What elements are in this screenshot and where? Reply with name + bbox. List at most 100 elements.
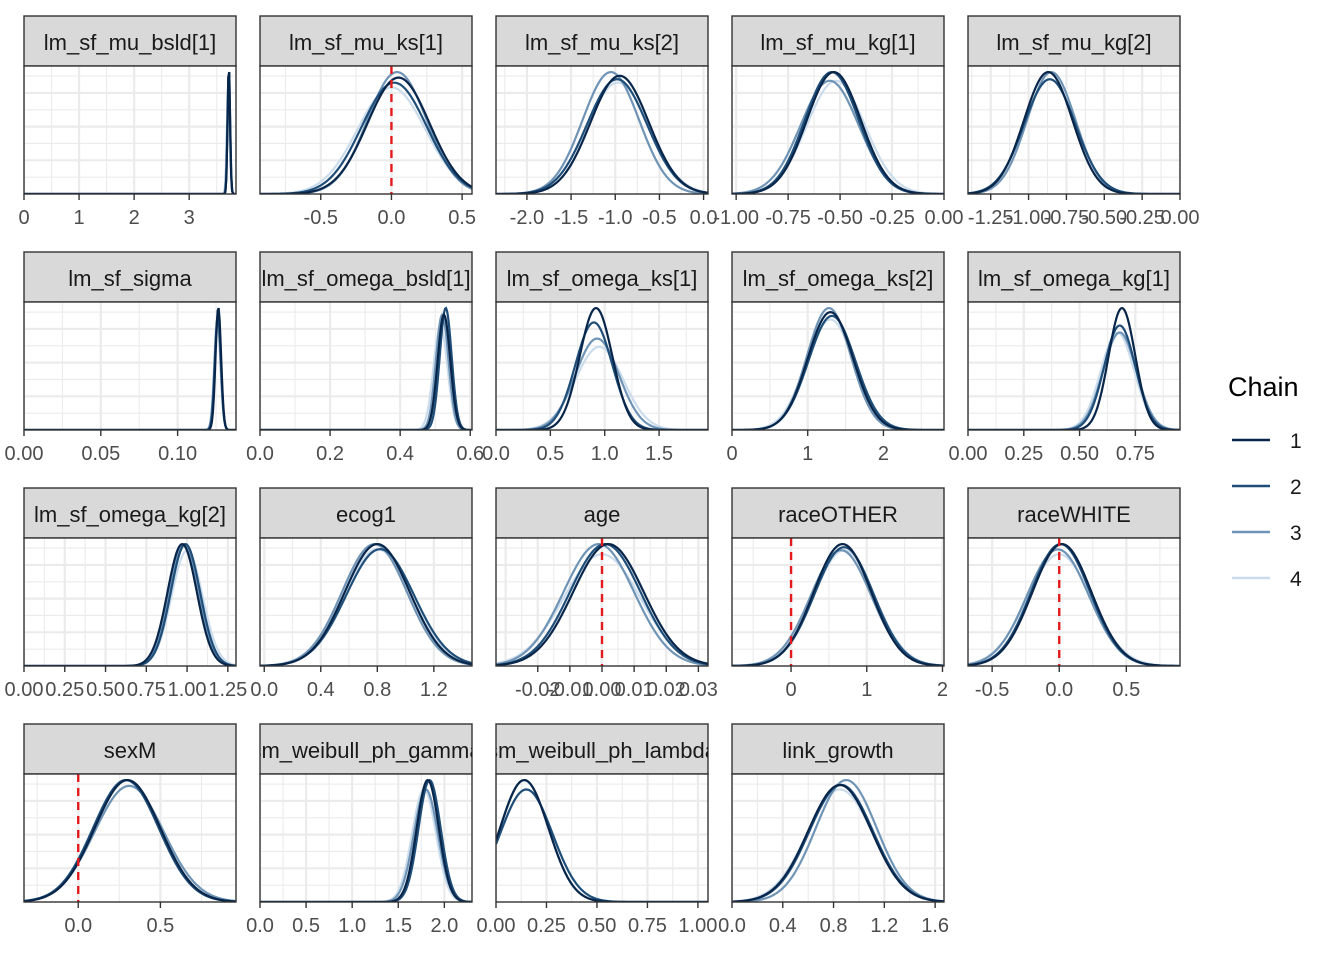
x-tick-label: 2	[129, 207, 140, 229]
x-tick-label: 0.5	[146, 915, 174, 937]
x-tick-label: -1.0	[598, 207, 632, 229]
facet-panel: lm_sf_mu_ks[1] -0.5 0.0 0.5	[259, 15, 476, 229]
x-tick-label: 0.0	[378, 207, 406, 229]
facet-panel: raceOTHER 0 1 2	[731, 487, 948, 701]
facet-panel: lm_sf_omega_kg[2] 0.00 0.25 0.50 0.75 1.00 1.2…	[5, 487, 247, 701]
panel-border	[495, 65, 709, 195]
facet-strip	[731, 723, 945, 775]
panel-background	[24, 302, 236, 430]
x-tick-label: 0.50	[86, 679, 125, 701]
facet-panel: lm_sf_mu_kg[2] -1.25-1.00-0.75-0.50-0.250…	[967, 15, 1200, 229]
x-tick-label: -2.0	[510, 207, 544, 229]
x-tick-label: 0.5	[1112, 679, 1140, 701]
panel-border	[259, 537, 473, 667]
panel-border	[967, 301, 1181, 431]
x-tick-label: 1.0	[338, 915, 366, 937]
facet-strip	[495, 487, 709, 539]
panel-background	[968, 302, 1180, 430]
facet-panel: raceWHITE -0.5 0.0 0.5	[967, 487, 1181, 701]
x-tick-label: 2	[937, 679, 948, 701]
x-tick-label: 0.00	[5, 679, 44, 701]
panel-border	[495, 301, 709, 431]
x-tick-label: 1.5	[645, 443, 673, 465]
x-tick-label: 1	[74, 207, 85, 229]
facet-strip-label: lm_sf_mu_bsld[1]	[44, 30, 216, 55]
facet-strip	[967, 251, 1181, 303]
density-curve-chain-3	[260, 788, 472, 902]
facet-strip-label: raceWHITE	[1017, 502, 1131, 527]
x-tick-label: 1.2	[870, 915, 898, 937]
panel-border	[967, 65, 1181, 195]
panel-border	[259, 301, 473, 431]
x-tick-label: 1	[861, 679, 872, 701]
facet-strip-label: sexM	[104, 738, 157, 763]
legend: Chain 1 2 3 4	[1228, 372, 1302, 591]
x-tick-label: 0.6	[456, 443, 484, 465]
facet-strip	[495, 251, 709, 303]
panel-background	[24, 66, 236, 194]
x-tick-label: 2	[878, 443, 889, 465]
gridlines	[24, 66, 236, 194]
facet-strip-label: lm_sf_sigma	[68, 266, 192, 291]
x-tick-label: -1.00	[1006, 207, 1052, 229]
facet-strip	[23, 251, 237, 303]
density-curve-chain-1	[260, 778, 472, 902]
facet-strip-label: lm_sf_omega_kg[1]	[978, 266, 1170, 291]
x-tick-label: 0.25	[527, 915, 566, 937]
x-tick-label: 0.50	[1060, 443, 1099, 465]
density-curve-chain-1	[496, 778, 708, 902]
density-curve-chain-1	[496, 542, 708, 666]
density-curve-chain-2	[260, 778, 472, 902]
gridlines	[968, 302, 1180, 430]
x-tick-label: -0.75	[765, 207, 811, 229]
x-tick-label: -1.25	[968, 207, 1014, 229]
x-tick-label: -1.00	[713, 207, 759, 229]
facet-strip	[23, 487, 237, 539]
x-tick-label: 0.4	[769, 915, 797, 937]
panel-background	[732, 774, 944, 902]
legend-label: 4	[1290, 568, 1302, 591]
facet-strip-label: lm_sf_omega_kg[2]	[34, 502, 226, 527]
x-tick-label: 0.4	[386, 443, 414, 465]
gridlines	[732, 302, 944, 430]
x-tick-label: 0.2	[316, 443, 344, 465]
x-tick-label: 0.10	[158, 443, 197, 465]
x-tick-label: 0.00	[925, 207, 964, 229]
density-curve-chain-3	[260, 312, 472, 430]
x-tick-label: 0.75	[1116, 443, 1155, 465]
facet-panel: link_growth 0.0 0.4 0.8 1.2 1.6	[718, 723, 949, 937]
x-tick-label: -0.5	[642, 207, 676, 229]
x-tick-label: 0.00	[583, 679, 622, 701]
x-tick-label: 3	[184, 207, 195, 229]
x-tick-label: 0.01	[615, 679, 654, 701]
facet-strip-label: lm_sf_mu_ks[2]	[525, 30, 679, 55]
x-tick-label: 0.8	[363, 679, 391, 701]
x-tick-label: 0.05	[81, 443, 120, 465]
facet-strip	[23, 723, 237, 775]
facet-strip-label: lm_sf_omega_ks[2]	[743, 266, 934, 291]
x-tick-label: -0.02	[515, 679, 561, 701]
facet-strip-label: lm_sf_omega_bsld[1]	[261, 266, 470, 291]
x-tick-label: 0.00	[1161, 207, 1200, 229]
x-tick-label: 0.03	[679, 679, 718, 701]
x-tick-label: 2.0	[430, 915, 458, 937]
panel-background	[260, 66, 472, 194]
facet-strip-label: raceOTHER	[778, 502, 898, 527]
density-curve-chain-4	[260, 788, 472, 902]
facet-strip	[495, 15, 709, 67]
density-curve-chain-2	[260, 306, 472, 430]
gridlines	[496, 538, 708, 666]
panel-border	[259, 773, 473, 903]
density-curve-chain-1	[732, 542, 944, 666]
density-curve-chain-1	[260, 312, 472, 430]
facet-strip-label: link_growth	[782, 738, 893, 763]
facet-strip	[259, 251, 473, 303]
facet-strip	[967, 487, 1181, 539]
facet-strip	[259, 487, 473, 539]
facet-strip	[23, 15, 237, 67]
gridlines	[496, 774, 708, 902]
facet-panel: lm_sf_omega_bsld[1] 0.0 0.2 0.4 0.6	[246, 251, 484, 465]
x-tick-label: -0.50	[1081, 207, 1127, 229]
x-tick-label: 0.0	[1045, 679, 1073, 701]
